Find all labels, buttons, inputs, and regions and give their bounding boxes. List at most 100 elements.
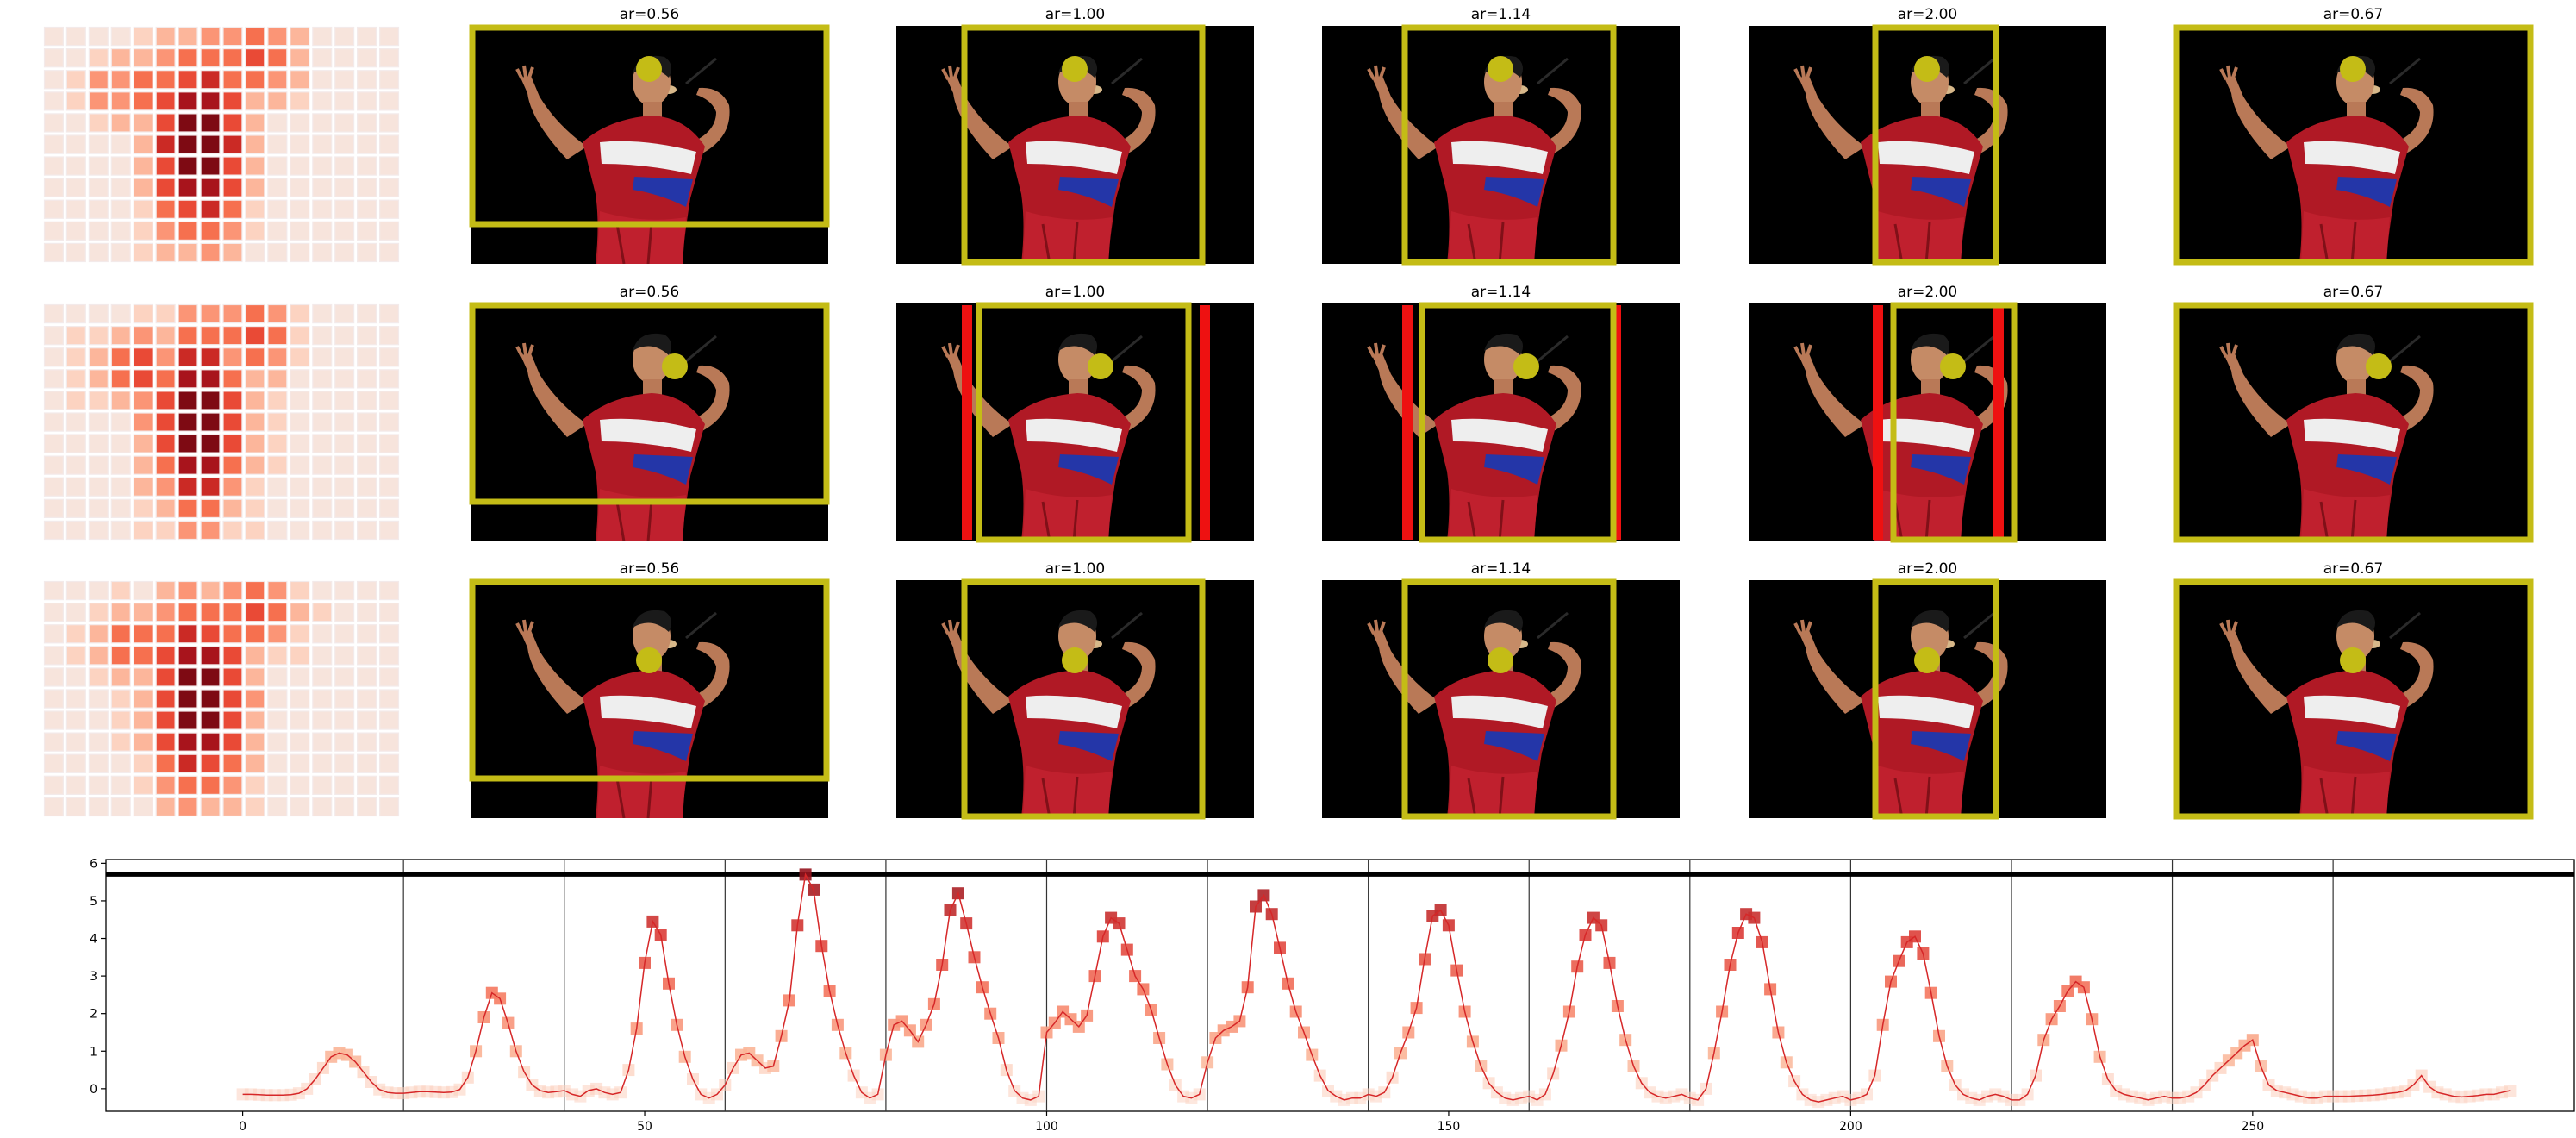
heatmap-cell: [88, 156, 109, 176]
red-crop-edge: [1873, 305, 1883, 540]
heatmap-cell: [312, 156, 333, 176]
heatmap-cell: [178, 477, 198, 497]
heatmap-cell: [110, 303, 131, 324]
panel-title: ar=0.67: [2323, 6, 2384, 23]
heatmap-cell: [88, 199, 109, 219]
y-tick-label: 6: [90, 857, 97, 871]
athlete-photo: [2174, 303, 2532, 541]
focus-marker: [2340, 647, 2366, 673]
crop-box: [976, 302, 1192, 543]
heatmap-cell: [43, 91, 64, 111]
heatmap-cell: [133, 732, 153, 752]
heatmap-cell: [290, 47, 310, 68]
heatmap-cell: [222, 775, 243, 795]
heatmap-cell: [290, 91, 310, 111]
athlete-photo: [2174, 580, 2532, 818]
heatmap-cell: [133, 667, 153, 687]
heatmap-cell: [222, 347, 243, 367]
heatmap-cell: [290, 303, 310, 324]
heatmap-cell: [312, 624, 333, 644]
heatmap-cell: [357, 113, 377, 133]
heatmap-cell: [88, 455, 109, 475]
heatmap-cell: [290, 156, 310, 176]
panel-title: ar=1.14: [1471, 6, 1531, 23]
x-tick-label: 50: [637, 1120, 652, 1134]
heatmap-cell: [110, 624, 131, 644]
heatmap-cell: [65, 498, 86, 518]
heatmap-cell: [43, 221, 64, 241]
crop-box: [1419, 302, 1617, 543]
crop-panel: ar=0.67: [2173, 284, 2534, 543]
focus-marker: [662, 353, 688, 379]
red-crop-edge: [1200, 305, 1210, 540]
panel-title: ar=1.00: [1045, 560, 1106, 578]
heatmap-cell: [245, 347, 265, 367]
heatmap-cell: [155, 732, 176, 752]
heatmap-cell: [222, 667, 243, 687]
heatmap-cell: [43, 326, 64, 346]
heatmap-cell: [312, 498, 333, 518]
heatmap-cell: [245, 156, 265, 176]
heatmap-cell: [379, 47, 400, 68]
heatmap-cell: [178, 602, 198, 622]
heatmap-cell: [290, 326, 310, 346]
heatmap-cell: [178, 520, 198, 541]
heatmap-cell: [155, 775, 176, 795]
heatmap-cell: [222, 70, 243, 90]
heatmap-cell: [133, 242, 153, 263]
heatmap-cell: [200, 26, 221, 47]
crop-panel: ar=1.00: [896, 560, 1254, 820]
heatmap-cell: [43, 646, 64, 666]
heatmap-cell: [357, 412, 377, 432]
heatmap-cell: [178, 624, 198, 644]
heatmap-cell: [133, 710, 153, 730]
focus-marker: [2340, 56, 2366, 82]
heatmap-cell: [133, 477, 153, 497]
heatmap-cell: [65, 91, 86, 111]
heatmap-cell: [133, 775, 153, 795]
heatmap-cell: [65, 455, 86, 475]
heatmap-cell: [267, 580, 288, 601]
heatmap-cell: [65, 753, 86, 773]
heatmap-cell: [245, 199, 265, 219]
heatmap-cell: [178, 242, 198, 263]
heatmap-cell: [312, 221, 333, 241]
x-tick-label: 250: [2241, 1120, 2264, 1134]
heatmap-cell: [357, 602, 377, 622]
heatmap-cell: [43, 347, 64, 367]
heatmap-cell: [290, 602, 310, 622]
heatmap-cell: [334, 477, 355, 497]
heatmap-cell: [155, 326, 176, 346]
heatmap-cell: [290, 221, 310, 241]
heatmap-cell: [133, 520, 153, 541]
heatmap-cell: [312, 667, 333, 687]
heatmap-cell: [267, 775, 288, 795]
heatmap-cell: [267, 242, 288, 263]
crop-panel: ar=0.56: [469, 284, 830, 541]
red-crop-edge: [1993, 305, 2004, 540]
heatmap-cell: [178, 797, 198, 817]
heatmap-cell: [334, 667, 355, 687]
heatmap-cell: [110, 369, 131, 389]
heatmap-cell: [245, 134, 265, 154]
heatmap-cell: [245, 477, 265, 497]
heatmap-cell: [155, 710, 176, 730]
heatmap-cell: [245, 667, 265, 687]
focus-marker: [1513, 353, 1539, 379]
focus-marker: [1914, 56, 1940, 82]
heatmap-cell: [290, 646, 310, 666]
heatmap-cell: [43, 391, 64, 410]
heatmap-cell: [222, 412, 243, 432]
heatmap-column: [43, 26, 400, 817]
heatmap-cell: [178, 199, 198, 219]
focus-marker: [1062, 647, 1088, 673]
heatmap-cell: [88, 477, 109, 497]
heatmap-cell: [267, 391, 288, 410]
heatmap-cell: [312, 303, 333, 324]
heatmap-cell: [290, 797, 310, 817]
crop-box: [2173, 24, 2534, 266]
heatmap-cell: [155, 498, 176, 518]
x-tick-label: 200: [1839, 1120, 1862, 1134]
heatmap-cell: [110, 602, 131, 622]
